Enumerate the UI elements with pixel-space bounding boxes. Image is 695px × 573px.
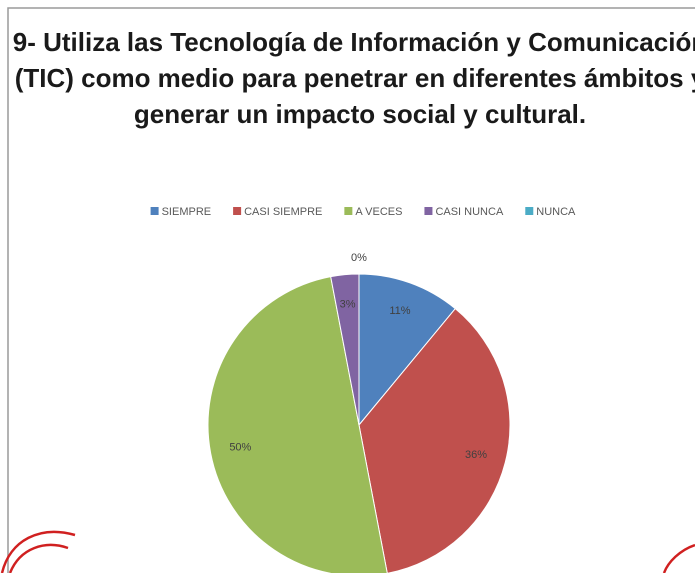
legend-label: CASI SIEMPRE <box>244 206 322 218</box>
data-label: 0% <box>351 252 367 264</box>
frame <box>7 7 695 573</box>
legend-swatch <box>344 207 353 215</box>
legend-label: A VECES <box>355 206 402 218</box>
legend-label: SIEMPRE <box>162 206 212 218</box>
legend-swatch <box>424 207 433 215</box>
legend-swatch <box>150 207 159 215</box>
decoration <box>662 543 695 573</box>
pie-slice <box>207 276 388 573</box>
data-label: 36% <box>465 449 487 461</box>
pie-slice <box>330 273 360 426</box>
pie-slice <box>358 273 456 427</box>
legend-label: NUNCA <box>536 206 576 218</box>
data-label: 11% <box>389 305 410 317</box>
legend-swatch <box>233 207 242 215</box>
pie-slice <box>358 307 511 573</box>
data-label: 50% <box>229 442 251 454</box>
legend-label: CASI NUNCA <box>435 206 504 218</box>
chart-title: 9- Utiliza las Tecnología de Información… <box>12 27 695 129</box>
decoration <box>0 530 76 573</box>
legend-swatch <box>525 207 534 215</box>
data-label: 3% <box>340 299 356 311</box>
